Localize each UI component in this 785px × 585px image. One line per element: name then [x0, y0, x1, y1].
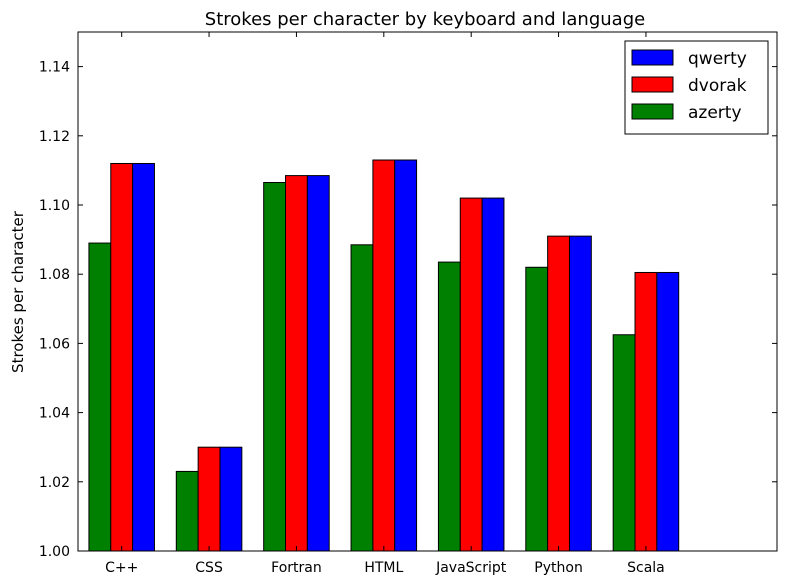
bars-layer	[88, 159, 680, 552]
x-tick-label: Scala	[627, 560, 665, 576]
bar-dvorak-scala	[634, 271, 658, 552]
bar-qwerty-fortran	[306, 175, 330, 552]
bar-dvorak-c	[110, 162, 134, 552]
y-tick-label: 1.06	[39, 336, 70, 352]
y-tick-label: 1.08	[39, 267, 70, 283]
legend-swatch-dvorak	[631, 76, 674, 93]
y-tick-label: 1.10	[39, 198, 70, 214]
x-tick-label: Fortran	[271, 560, 322, 576]
bar-qwerty-c	[132, 162, 155, 552]
y-tick-label: 1.02	[39, 475, 70, 491]
y-tick-label: 1.00	[39, 544, 70, 560]
y-axis-label: Strokes per character	[9, 210, 27, 373]
x-tick-label: CSS	[195, 560, 223, 576]
bar-dvorak-css	[197, 446, 221, 552]
y-tick-label: 1.14	[39, 60, 70, 76]
bar-qwerty-javascript	[481, 197, 505, 552]
bar-azerty-css	[175, 470, 199, 552]
bar-qwerty-html	[394, 159, 418, 552]
legend-swatch-qwerty	[631, 49, 674, 66]
bar-azerty-scala	[612, 334, 636, 552]
x-tick-label: JavaScript	[435, 560, 507, 576]
plot-frame	[77, 31, 778, 552]
bar-azerty-fortran	[263, 182, 287, 552]
bar-dvorak-html	[372, 159, 396, 552]
legend-label-dvorak: dvorak	[688, 76, 747, 96]
legend-label-azerty: azerty	[688, 103, 742, 123]
bar-dvorak-javascript	[459, 197, 483, 552]
ticks-layer: 1.00 1.02 1.04 1.06 1.08 1.10 1.12 1.14 C++ CSS Fo…	[39, 32, 777, 576]
y-tick-label: 1.12	[39, 129, 70, 145]
y-tick-label: 1.04	[39, 406, 70, 422]
bar-qwerty-python	[568, 235, 592, 552]
bar-qwerty-scala	[656, 271, 680, 552]
bar-dvorak-python	[547, 235, 570, 552]
legend-swatch-azerty	[631, 103, 674, 120]
legend: qwerty dvorak azerty	[624, 40, 769, 135]
x-tick-label: C++	[105, 560, 138, 576]
bar-azerty-python	[525, 266, 549, 552]
chart-title: Strokes per character by keyboard and la…	[205, 9, 645, 30]
bar-qwerty-css	[219, 446, 243, 552]
x-tick-label: Python	[534, 560, 583, 576]
bar-azerty-javascript	[437, 261, 461, 552]
legend-label-qwerty: qwerty	[688, 49, 747, 69]
x-tick-label: HTML	[364, 560, 403, 576]
bar-azerty-html	[350, 244, 374, 552]
bar-dvorak-fortran	[285, 175, 308, 552]
bar-azerty-c	[88, 242, 112, 552]
